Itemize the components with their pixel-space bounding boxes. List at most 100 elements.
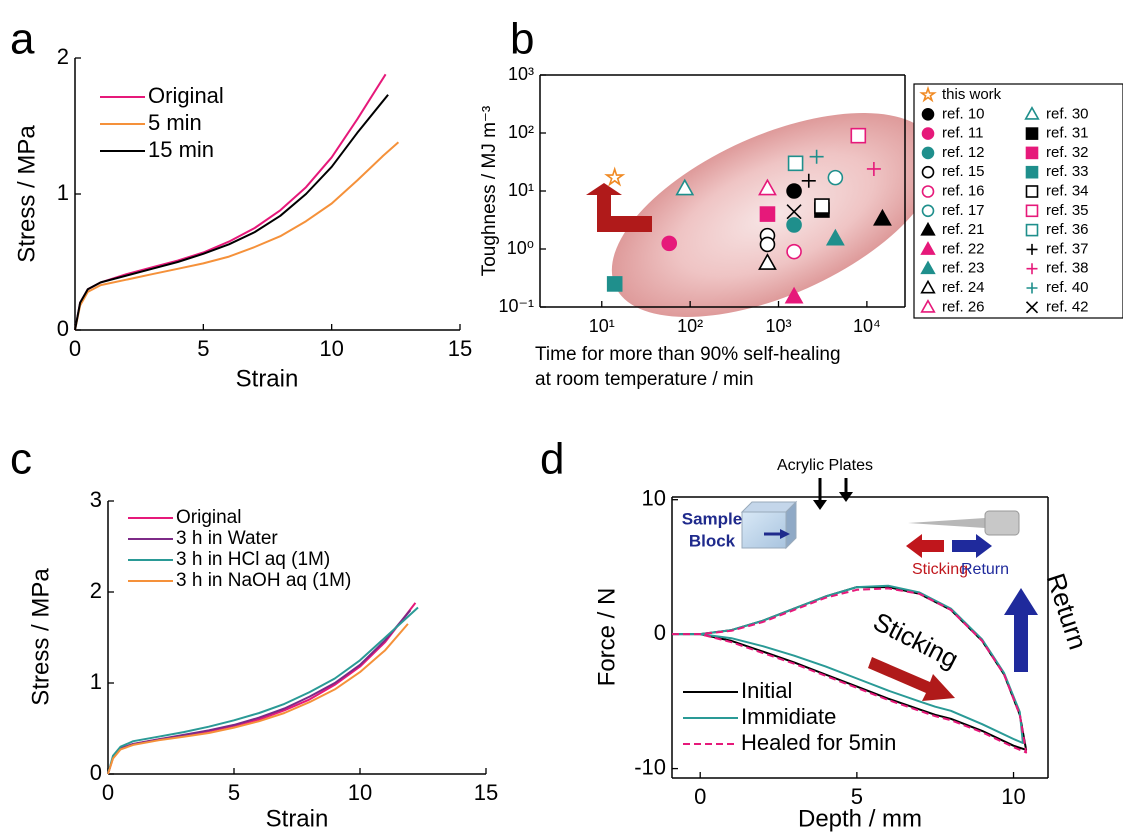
- inset-label: Acrylic Plates: [777, 457, 873, 474]
- legend-marker: [920, 241, 936, 255]
- y-tick-label: 0: [57, 316, 69, 341]
- y-tick-label: 1: [57, 180, 69, 205]
- legend-label: Original: [148, 83, 224, 108]
- inset-label: Sample: [682, 509, 742, 528]
- line: [74, 73, 387, 331]
- x-axis-label: Strain: [266, 805, 329, 832]
- point: [866, 161, 881, 176]
- x-axis-label: Time for more than 90% self-healing: [535, 344, 841, 365]
- x-tick-label: 0: [102, 780, 114, 805]
- x-tick-label: 5: [228, 780, 240, 805]
- legend-label: ref. 38: [1046, 260, 1089, 277]
- panel-letter: d: [540, 435, 564, 484]
- legend-label: ref. 21: [942, 221, 985, 238]
- point: [759, 236, 776, 253]
- y-tick-label: 10¹: [508, 180, 534, 200]
- legend-label: ref. 31: [1046, 125, 1089, 142]
- legend-marker: [921, 204, 935, 218]
- panel-letter: b: [510, 15, 534, 64]
- x-tick-label: 15: [448, 336, 472, 361]
- line: [672, 587, 1028, 754]
- point: [787, 155, 804, 172]
- line: [107, 623, 409, 775]
- y-tick-label: 10: [642, 486, 666, 511]
- point: [814, 198, 830, 214]
- line: [74, 141, 400, 331]
- x-tick-label: 10: [1001, 784, 1025, 809]
- legend-label: ref. 30: [1046, 105, 1089, 122]
- legend-label: ref. 37: [1046, 240, 1089, 257]
- legend-marker: [920, 221, 936, 236]
- legend-label: Original: [176, 507, 241, 528]
- line: [672, 584, 1024, 744]
- needle-holder: [984, 510, 1020, 536]
- x-tick-label: 0: [69, 336, 81, 361]
- point: [606, 276, 623, 292]
- x-axis-label: at room temperature / min: [535, 369, 754, 390]
- y-tick-label: 10⁻¹: [498, 296, 534, 316]
- x-tick-label: 10²: [677, 316, 703, 336]
- legend-marker: [1026, 243, 1038, 255]
- point: [801, 173, 816, 188]
- x-tick-label: 10⁴: [853, 316, 881, 336]
- inset: Acrylic Plates Sample Block Sticking Ret…: [682, 457, 1020, 578]
- plate-arrow-head: [813, 500, 827, 510]
- point: [786, 243, 802, 260]
- legend-marker: [920, 260, 936, 275]
- point: [759, 206, 776, 222]
- legend-label: ref. 35: [1046, 202, 1089, 219]
- y-tick-label: 10³: [508, 64, 534, 84]
- line: [107, 602, 417, 775]
- y-tick-label: 1: [90, 669, 102, 694]
- legend-label: this work: [942, 86, 1002, 103]
- y-tick-label: 2: [57, 44, 69, 69]
- legend-label: ref. 33: [1046, 163, 1089, 180]
- point: [604, 166, 626, 187]
- legend-marker: [1025, 185, 1039, 198]
- y-tick-label: 10⁰: [507, 238, 534, 258]
- line: [107, 609, 412, 775]
- line: [74, 94, 389, 331]
- y-tick-label: 3: [90, 487, 102, 512]
- legend-marker: [1026, 282, 1038, 294]
- legend-marker: [1025, 204, 1039, 218]
- y-axis-label: Stress / MPa: [27, 568, 54, 706]
- x-tick-label: 10¹: [589, 316, 615, 336]
- y-tick-label: -10: [634, 754, 666, 779]
- legend-label: ref. 22: [942, 240, 985, 257]
- needle: [908, 518, 985, 528]
- legend-label: ref. 36: [1046, 221, 1089, 238]
- x-tick-label: 5: [851, 784, 863, 809]
- legend-label: ref. 32: [1046, 144, 1089, 161]
- point: [675, 178, 695, 196]
- point: [758, 178, 777, 196]
- legend-marker: [1025, 127, 1039, 140]
- x-tick-label: 15: [474, 780, 498, 805]
- point: [827, 169, 844, 186]
- legend-label: ref. 24: [942, 279, 985, 296]
- point: [786, 217, 802, 233]
- x-tick-label: 10: [319, 336, 343, 361]
- legend-label: 15 min: [148, 137, 214, 162]
- legend-label: 3 h in NaOH aq (1M): [176, 570, 351, 591]
- legend-marker: [921, 108, 935, 121]
- legend-marker: [1025, 146, 1039, 160]
- legend-label: ref. 17: [942, 202, 985, 219]
- legend-label: ref. 34: [1046, 182, 1089, 199]
- x-tick-label: 5: [197, 336, 209, 361]
- y-tick-label: 0: [90, 760, 102, 785]
- point: [786, 183, 802, 199]
- legend-label: ref. 23: [942, 260, 985, 277]
- legend-marker: [920, 299, 936, 313]
- x-axis-label: Depth / mm: [798, 805, 922, 832]
- legend-marker: [921, 165, 935, 179]
- legend-label: 5 min: [148, 110, 202, 135]
- legend-marker: [1025, 301, 1039, 314]
- legend-label: ref. 40: [1046, 279, 1089, 296]
- sticking-arrow-big: [868, 657, 955, 701]
- point: [873, 208, 892, 226]
- legend-label: ref. 10: [942, 105, 985, 122]
- inset-label: Block: [689, 531, 736, 550]
- y-tick-label: 2: [90, 578, 102, 603]
- legend-box: [913, 83, 1123, 319]
